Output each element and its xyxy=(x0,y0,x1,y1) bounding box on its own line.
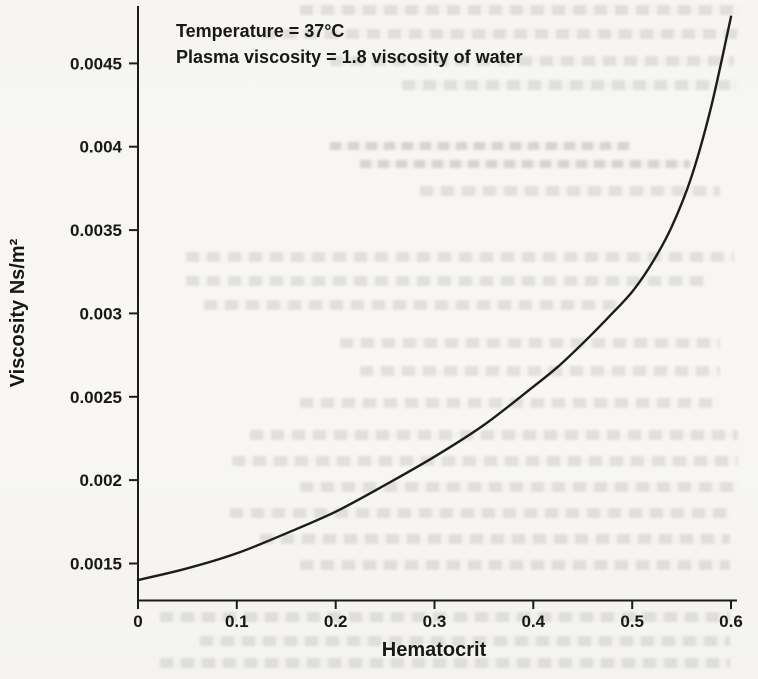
y-tick-labels: 0.0045 0.004 0.0035 0.003 0.0025 0.002 0… xyxy=(70,54,123,573)
x-tick-label: 0.5 xyxy=(620,612,644,631)
x-tick-label: 0.4 xyxy=(521,612,545,631)
x-tick-label: 0.6 xyxy=(719,612,743,631)
y-tick-label: 0.003 xyxy=(79,304,122,323)
x-tick-label: 0 xyxy=(133,612,142,631)
y-axis-ticks xyxy=(129,62,138,565)
viscosity-curve xyxy=(136,15,733,582)
x-tick-label: 0.1 xyxy=(225,612,249,631)
y-tick-label: 0.004 xyxy=(79,138,122,157)
annotation-temperature: Temperature = 37°C xyxy=(176,21,344,41)
x-axis-ticks xyxy=(137,600,732,609)
y-tick-label: 0.0035 xyxy=(70,221,122,240)
x-tick-labels: 0 0.1 0.2 0.3 0.4 0.5 0.6 xyxy=(133,612,743,631)
x-tick-label: 0.3 xyxy=(423,612,447,631)
y-tick-label: 0.0045 xyxy=(70,54,122,73)
y-tick-label: 0.0025 xyxy=(70,388,122,407)
x-tick-label: 0.2 xyxy=(324,612,348,631)
annotation-plasma-viscosity: Plasma viscosity = 1.8 viscosity of wate… xyxy=(176,47,523,67)
y-axis-title: Viscosity Ns/m² xyxy=(7,238,29,387)
y-tick-label: 0.0015 xyxy=(70,555,122,574)
y-tick-label: 0.002 xyxy=(79,471,122,490)
x-axis-title: Hematocrit xyxy=(382,639,487,661)
